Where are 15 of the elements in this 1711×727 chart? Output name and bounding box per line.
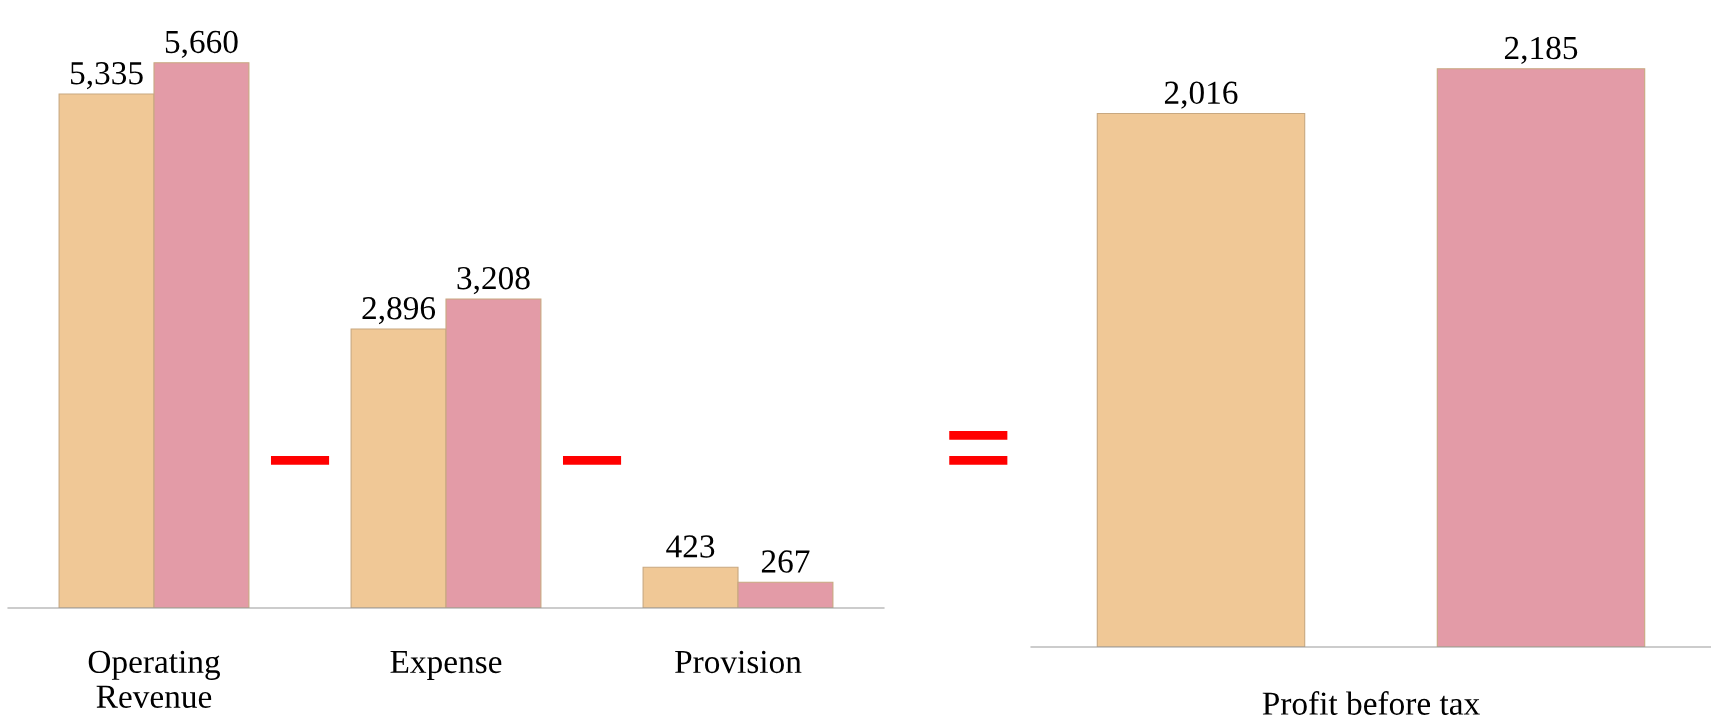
annotation: − bbox=[562, 455, 622, 465]
x-tick-label: Provision bbox=[675, 650, 802, 674]
data-label: 423 bbox=[666, 535, 715, 558]
data-label: 267 bbox=[761, 550, 810, 573]
text: = bbox=[949, 431, 1008, 465]
data-label: 5,660 bbox=[165, 30, 238, 58]
x-tick-label: Operating Revenue bbox=[88, 650, 221, 708]
data-label: 2,185 bbox=[1504, 36, 1578, 65]
x-axis-title: Profit before tax bbox=[1262, 691, 1480, 715]
annotation: − bbox=[270, 455, 330, 465]
data-label: 3,208 bbox=[457, 266, 530, 295]
data-label: 5,335 bbox=[70, 62, 143, 90]
data-label: 2,016 bbox=[1164, 81, 1238, 109]
x-tick-label: Expense bbox=[390, 650, 502, 680]
data-label: 2,896 bbox=[362, 296, 436, 325]
